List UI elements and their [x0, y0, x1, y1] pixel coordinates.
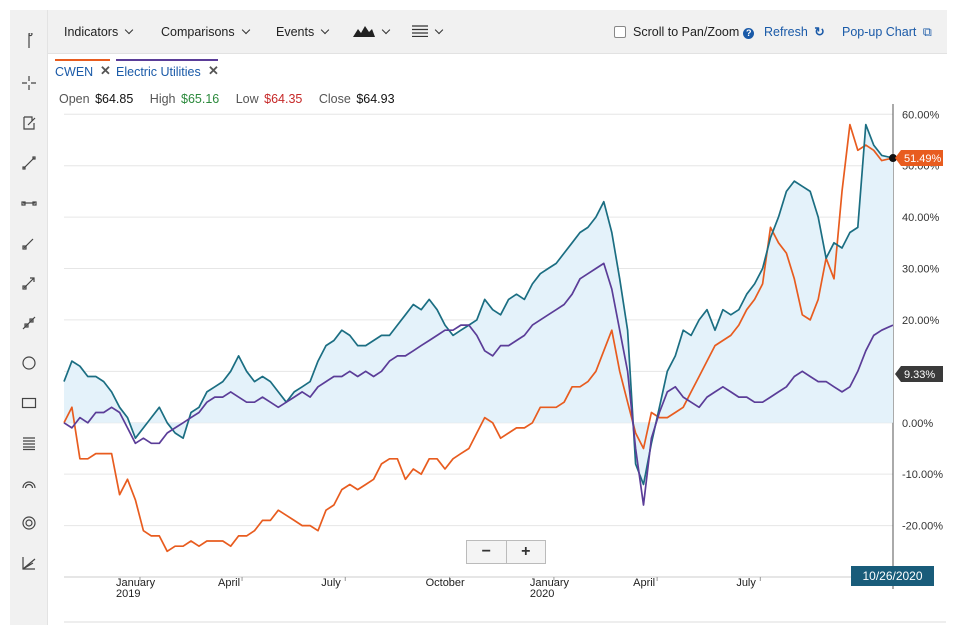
zoom-in-button[interactable]: +: [505, 541, 546, 563]
scroll-label: Scroll to Pan/Zoom: [633, 25, 740, 39]
tool-target[interactable]: [10, 508, 48, 538]
tab-cwen[interactable]: CWEN: [55, 65, 94, 79]
chart-type-menu[interactable]: [353, 10, 391, 54]
ohlc-readout: Open $64.85 High $65.16 Low $64.35 Close…: [59, 92, 397, 106]
utilities-tab-underline: [116, 59, 218, 61]
refresh-button[interactable]: Refresh ↻: [764, 10, 825, 54]
scroll-to-pan-toggle[interactable]: Scroll to Pan/Zoom?: [614, 10, 755, 54]
tool-annotate[interactable]: [10, 108, 48, 138]
indicators-menu[interactable]: Indicators: [64, 10, 134, 54]
annotate-icon: [23, 116, 36, 130]
arc-icon: [22, 481, 36, 489]
tool-segment[interactable]: [10, 188, 48, 218]
tool-arc[interactable]: [10, 468, 48, 498]
display-settings-menu[interactable]: [412, 10, 444, 54]
chart-toolbar: Indicators Comparisons Events Scroll to …: [48, 10, 947, 54]
events-menu[interactable]: Events: [276, 10, 330, 54]
x-tick-label: January: [116, 577, 156, 589]
rectangle-icon: [21, 397, 37, 409]
last-value-badge: 51.49%: [895, 150, 943, 167]
comparisons-label: Comparisons: [161, 25, 235, 39]
fibonacci-icon: [23, 437, 35, 451]
badge-text: 51.49%: [904, 153, 942, 165]
y-tick-label: 30.00%: [902, 264, 940, 276]
y-tick-label: 20.00%: [902, 315, 940, 327]
scroll-checkbox[interactable]: [614, 26, 626, 38]
circle-icon: [22, 356, 36, 370]
refresh-label: Refresh: [764, 25, 808, 39]
x-tick-label: October: [426, 577, 465, 589]
y-tick-label: 40.00%: [902, 212, 940, 224]
crosshair-icon: [22, 76, 36, 90]
tool-crosshair[interactable]: [10, 68, 48, 98]
x-tick-label: April: [633, 577, 655, 589]
last-date-badge: 10/26/2020: [851, 566, 934, 586]
tool-circle[interactable]: [10, 348, 48, 378]
y-tick-label: 60.00%: [902, 109, 940, 121]
open-label: Open: [59, 92, 90, 106]
open-value: $64.85: [95, 92, 134, 106]
indicators-label: Indicators: [64, 25, 119, 39]
target-icon: [22, 516, 36, 530]
tool-arrow[interactable]: [10, 268, 48, 298]
badge-text: 9.33%: [904, 369, 935, 381]
x-tick-label: July: [736, 577, 756, 589]
tool-fan[interactable]: [10, 548, 48, 578]
segment-icon: [21, 201, 37, 206]
close-value: $64.93: [356, 92, 395, 106]
arrow-icon: [22, 277, 35, 290]
list-lines-icon: [412, 25, 428, 38]
last-value-badge: 9.33%: [895, 366, 943, 382]
tool-line[interactable]: [10, 148, 48, 178]
close-label: Close: [318, 92, 351, 106]
benchmark-area: [64, 124, 893, 485]
tool-fibonacci[interactable]: [10, 428, 48, 458]
high-label: High: [149, 92, 176, 106]
series-line-cwen: [63, 123, 894, 553]
help-icon[interactable]: ?: [743, 28, 755, 39]
series-line-benchmark: [63, 123, 894, 486]
events-label: Events: [276, 25, 315, 39]
series-line-utilities: [63, 262, 894, 506]
last-point-marker: [889, 154, 897, 163]
x-tick-sublabel: 2020: [530, 588, 554, 600]
y-tick-label: -20.00%: [902, 521, 943, 533]
close-icon[interactable]: ✕: [208, 63, 219, 78]
cursor-icon: [28, 33, 33, 48]
badge-shape: [895, 150, 943, 167]
comparisons-menu[interactable]: Comparisons: [161, 10, 250, 54]
y-tick-label: -10.00%: [902, 469, 943, 481]
extended-line-icon: [22, 316, 36, 330]
line-icon: [22, 156, 36, 170]
x-tick-label: January: [530, 577, 570, 589]
x-tick-label: April: [218, 577, 240, 589]
y-tick-label: 0.00%: [902, 418, 933, 430]
popup-chart-button[interactable]: Pop-up Chart ⧉: [842, 10, 932, 54]
badge-shape: [895, 366, 943, 382]
fan-icon: [22, 557, 36, 570]
high-value: $65.16: [181, 92, 220, 106]
low-value: $64.35: [264, 92, 303, 106]
close-icon[interactable]: ✕: [100, 63, 111, 78]
low-label: Low: [235, 92, 259, 106]
popup-icon: ⧉: [922, 25, 932, 39]
tool-extended-line[interactable]: [10, 308, 48, 338]
zoom-out-button[interactable]: −: [481, 543, 491, 560]
x-tick-sublabel: 2019: [116, 588, 140, 600]
mountain-chart-icon: [353, 26, 375, 37]
cwen-tab-underline: [55, 59, 110, 61]
zoom-controls: − +: [466, 540, 546, 564]
tool-cursor[interactable]: [10, 26, 48, 56]
refresh-icon: ↻: [814, 25, 825, 39]
tool-rectangle[interactable]: [10, 388, 48, 418]
popup-label: Pop-up Chart: [842, 25, 917, 39]
drawing-tool-rail: [10, 10, 48, 625]
tool-ray[interactable]: [10, 228, 48, 258]
tab-electric-utilities[interactable]: Electric Utilities: [116, 65, 201, 79]
ray-icon: [22, 238, 34, 250]
x-tick-label: July: [321, 577, 341, 589]
